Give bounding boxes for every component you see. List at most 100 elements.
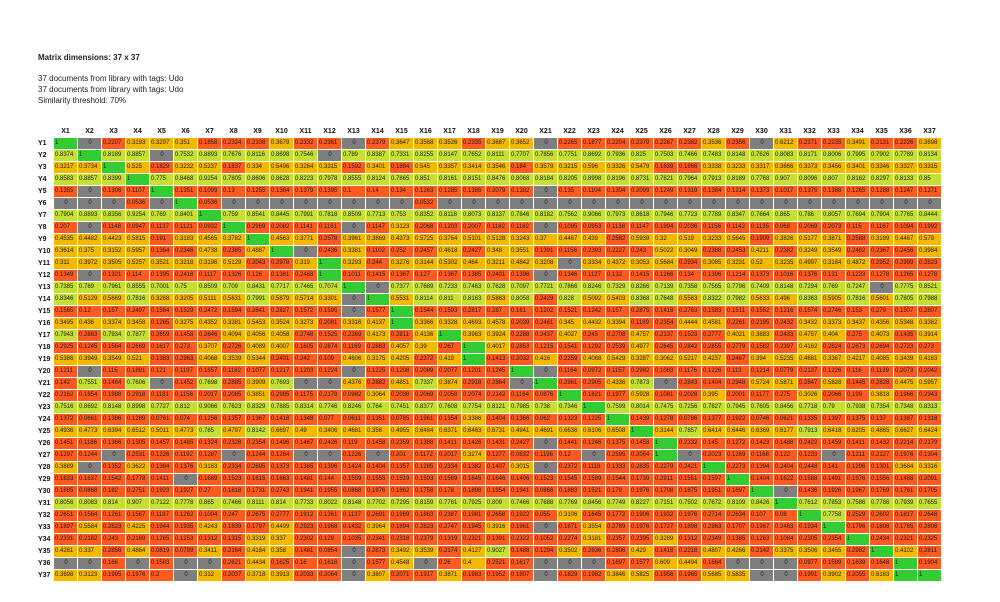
matrix-cell: 0.1496 [269, 437, 294, 450]
matrix-cell: 0.7985 [509, 401, 534, 414]
table-row: Y16 0.3495 0.436 0.3374 0.3458 0.1265 0.3275 0.… [38, 317, 942, 330]
matrix-cell: 0.1 [341, 185, 366, 198]
matrix-cell: 0.1226 [149, 449, 174, 462]
matrix-cell: 0.1731 [245, 485, 270, 498]
matrix-cell: 1 [629, 425, 654, 438]
matrix-cell: 0.3846 [605, 569, 630, 582]
matrix-cell: 0.7655 [917, 497, 942, 510]
table-row: Y24 0.1372 0.0661 0.1386 0.1289 0.0761 0.074 0.… [38, 413, 942, 426]
matrix-cell: 0.3181 [581, 533, 606, 546]
matrix-cell: 1 [269, 245, 294, 258]
matrix-cell: 0.5724 [749, 377, 774, 390]
matrix-cell: 0.1961 [509, 521, 534, 534]
matrix-cell: 0.7707 [509, 149, 534, 162]
matrix-cell: 0.907 [773, 173, 798, 186]
matrix-cell: 0.1367 [437, 269, 462, 282]
matrix-cell: 0 [341, 365, 366, 378]
matrix-cell: 0.2335 [461, 137, 486, 150]
matrix-cell: 0.077 [317, 413, 342, 426]
matrix-cell: 0.1016 [773, 269, 798, 282]
matrix-cell: 0.7612 [797, 497, 822, 510]
matrix-cell: 0.3026 [797, 389, 822, 402]
matrix-cell: 0.5479 [629, 161, 654, 174]
matrix-cell: 0.1323 [557, 413, 582, 426]
matrix-cell: 0.312 [197, 569, 222, 582]
column-header: X28 [707, 128, 720, 135]
matrix-cell: 0 [749, 569, 774, 582]
matrix-cell: 0.7702 [365, 497, 390, 510]
similarity-matrix-table: X1 X2 X3 X4 X5 X6 X7 X8 X9 X10 X11 X12 X13 X14 X15 X16 X… [38, 126, 942, 582]
matrix-cell: 0.7122 [149, 497, 174, 510]
matrix-cell: 0.3062 [653, 353, 678, 366]
matrix-cell: 0.8456 [581, 497, 606, 510]
table-row: Y33 0.1897 0.5584 0.2823 0.4225 0.1944 0.1935 0… [38, 521, 942, 534]
matrix-cell: 0.279 [869, 305, 894, 318]
matrix-cell: 0.068 [773, 221, 798, 234]
matrix-cell: 0.2918 [461, 377, 486, 390]
matrix-cell: 0.1906 [629, 509, 654, 522]
matrix-cell: 0.5217 [677, 353, 702, 366]
matrix-cell: 1 [605, 413, 630, 426]
matrix-cell: 0.1904 [917, 557, 942, 570]
matrix-cell: 0.7503 [653, 149, 678, 162]
matrix-cell: 0.1572 [293, 305, 318, 318]
matrix-cell: 0.1875 [677, 485, 702, 498]
matrix-cell: 0.4606 [341, 353, 366, 366]
matrix-cell: 0.287 [485, 305, 510, 318]
matrix-cell: 0.1637 [77, 473, 102, 486]
matrix-cell: 0.16 [293, 557, 318, 570]
matrix-cell: 0.8368 [629, 293, 654, 306]
table-row: Y20 0.1211 0 0.115 0.1891 0.121 0.1197 0.1857 0.… [38, 365, 942, 378]
matrix-cell: 0.2043 [245, 257, 270, 270]
matrix-cell: 0.1187 [149, 509, 174, 522]
matrix-cell: 0.311 [53, 257, 78, 270]
matrix-cell: 0.1263 [413, 185, 438, 198]
matrix-cell: 0.5403 [605, 293, 630, 306]
matrix-cell: 0.3328 [437, 317, 462, 330]
matrix-cell: 0.4997 [797, 257, 822, 270]
matrix-cell: 0.2969 [245, 221, 270, 234]
matrix-cell: 0.2397 [773, 341, 798, 354]
row-header: Y3 [38, 164, 47, 171]
matrix-cell: 0.4243 [197, 521, 222, 534]
table-row: Y27 0.1297 0.1244 0 0.2531 0.1226 0.1192 0.1287… [38, 449, 942, 462]
matrix-cell: 0.3317 [749, 161, 774, 174]
row-header: Y12 [38, 272, 51, 279]
matrix-cell: 0.1141 [293, 221, 318, 234]
matrix-cell: 0.2853 [509, 341, 534, 354]
matrix-cell: 0.865 [197, 497, 222, 510]
matrix-cell: 0.0876 [533, 389, 558, 402]
matrix-cell: 0.4434 [245, 557, 270, 570]
matrix-cell: 0.2595 [605, 449, 630, 462]
matrix-cell: 0.3666 [773, 161, 798, 174]
matrix-cell: 0.8509 [341, 209, 366, 222]
matrix-cell: 0.7329 [605, 281, 630, 294]
matrix-cell: 0.4807 [701, 545, 726, 558]
matrix-cell: 0.1011 [341, 269, 366, 282]
matrix-cell: 0 [557, 557, 582, 570]
matrix-cell: 0.1249 [653, 185, 678, 198]
matrix-cell: 0.1137 [149, 221, 174, 234]
matrix-cell: 0.7982 [725, 293, 750, 306]
matrix-cell: 0.2371 [797, 137, 822, 150]
matrix-cell: 0.1541 [557, 341, 582, 354]
matrix-cell: 0.4548 [389, 557, 414, 570]
matrix-cell: 0.2432 [773, 317, 798, 330]
matrix-cell: 0.4581 [701, 317, 726, 330]
matrix-cell: 0.2497 [125, 305, 150, 318]
matrix-cell: 0.7913 [797, 425, 822, 438]
matrix-cell: 0.122 [773, 449, 798, 462]
matrix-cell: 0.3913 [269, 569, 294, 582]
matrix-cell: 0.7608 [437, 401, 462, 414]
matrix-cell: 0.2434 [869, 533, 894, 546]
column-header: X15 [395, 128, 408, 135]
matrix-cell: 0.1857 [197, 365, 222, 378]
matrix-cell: 0.7151 [653, 497, 678, 510]
table-row: Y22 0.2162 0.1854 0.1988 0.2918 0.1181 0.1156 0… [38, 389, 942, 402]
matrix-cell: 0.8184 [533, 173, 558, 186]
matrix-cell: 0.7995 [845, 149, 870, 162]
matrix-cell: 0.1451 [53, 437, 78, 450]
matrix-cell: 0.135 [557, 185, 582, 198]
matrix-cell: 0.1266 [653, 269, 678, 282]
matrix-cell: 0.4887 [245, 245, 270, 258]
